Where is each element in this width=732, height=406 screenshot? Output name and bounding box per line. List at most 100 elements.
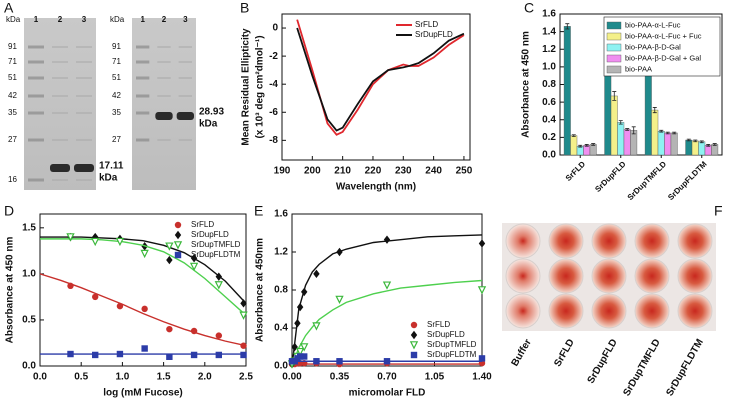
series-line [296, 19, 465, 136]
point [336, 358, 343, 365]
error-bar [699, 140, 704, 144]
faint-band [76, 112, 92, 114]
faint-band [157, 61, 171, 63]
y-axis-label: Absorbance at 450 nm [521, 31, 532, 138]
point [478, 355, 486, 362]
error-bar [565, 23, 570, 30]
point [215, 351, 223, 359]
legend-label: bio-PAA-β-D-Gal [625, 42, 681, 51]
legend-swatch [606, 43, 622, 52]
well [548, 258, 584, 294]
band-unit-label: kDa [199, 119, 218, 130]
y-tick-label: -8 [269, 135, 278, 146]
x-tick-label: 0.5 [74, 372, 88, 383]
y-tick-label: 0.5 [22, 315, 36, 326]
panel-label: F [714, 203, 723, 219]
well-panel: F Buffer SrFLD SrDupFLD SrDupTMFLD SrDupFLDT… [502, 203, 723, 398]
x-tick-label: 1.0 [115, 372, 129, 383]
x-tick-label: 0.0 [33, 372, 47, 383]
legend-swatch [410, 330, 418, 340]
point [291, 342, 298, 352]
point [478, 239, 486, 248]
point [477, 286, 487, 295]
well [677, 223, 713, 259]
point [190, 351, 198, 359]
marker-label: 91 [8, 42, 17, 51]
point [300, 343, 309, 352]
sample-label: SrDupFLDTM [664, 337, 705, 398]
bar [670, 132, 678, 156]
point [67, 350, 74, 358]
legend-swatch [409, 341, 419, 350]
lane-label: 1 [34, 15, 39, 24]
error-bar [571, 134, 576, 137]
bar [617, 122, 625, 156]
faint-band [157, 46, 171, 48]
x-tick-label: 220 [365, 166, 382, 177]
marker-label: 71 [8, 57, 17, 66]
legend-label: SrDupFLD [191, 230, 229, 239]
panel-label: D [4, 203, 14, 219]
error-bar [706, 144, 711, 147]
point [165, 242, 174, 251]
y-tick-label: 1.4 [542, 26, 556, 37]
chart: C 0.0 0.2 0.4 0.6 0.8 1.0 1.2 1.4 1.6 Absorbance a… [521, 0, 723, 202]
legend-swatch [606, 54, 622, 63]
x-tick-label: 190 [274, 166, 291, 177]
fit-curve [40, 236, 247, 304]
x-tick-label: 0.35 [330, 372, 350, 383]
faint-band [52, 112, 68, 114]
point [140, 249, 149, 259]
bar [698, 141, 706, 156]
protein-band [155, 112, 173, 120]
marker-label: 35 [112, 108, 121, 117]
bar [651, 109, 659, 156]
x-tick-label: SrFLD [564, 159, 587, 182]
x-tick-label: SrDupFLDTM [666, 159, 709, 202]
panel-label: A [4, 0, 14, 16]
error-bar [584, 144, 589, 147]
gel-unit-label: kDa [6, 15, 21, 24]
point [296, 353, 304, 360]
fit-curve [40, 238, 247, 316]
faint-band [52, 46, 68, 48]
bar [664, 132, 672, 156]
ladder-band [28, 111, 44, 115]
sample-label: SrDupTMFLD [621, 337, 662, 398]
legend-label: SrFLD [415, 20, 438, 29]
protein-band [176, 112, 194, 120]
point [116, 302, 124, 310]
error-bar [631, 126, 636, 135]
y-tick-label: 0.0 [274, 361, 288, 372]
faint-band [178, 46, 192, 48]
well [634, 258, 670, 294]
point [383, 358, 391, 365]
legend-label: SrDupFLD [427, 330, 465, 339]
plot-frame [39, 213, 247, 367]
chart: B -8 -6 -4 -2 0 190 200 210 220 230 240 250 Wavelengt… [240, 0, 473, 193]
legend-label: bio-PAA-β-D-Gal + Gal [625, 53, 701, 62]
faint-band [178, 61, 192, 63]
point [383, 235, 391, 244]
protein-band [74, 164, 94, 172]
lane-label: 2 [162, 15, 167, 24]
point [190, 327, 198, 335]
well [505, 258, 541, 294]
ladder-band [28, 60, 44, 64]
y-tick-label: 0.4 [542, 114, 556, 125]
legend-label: SrFLD [427, 320, 450, 329]
y-tick-label: -2 [269, 51, 278, 62]
faint-band [76, 46, 92, 48]
legend-label: bio-PAA-α-L-Fuc + Fuc [625, 31, 702, 40]
faint-band [157, 139, 171, 141]
faint-band [76, 61, 92, 63]
legend-box [603, 16, 721, 77]
chart: D 0.0 0.5 1.0 1.5 0.0 0.5 1.0 1.5 2.0 2.5 log (mM F… [4, 203, 253, 399]
y-tick-label: 0.0 [22, 361, 36, 372]
x-tick-label: 0.70 [377, 372, 397, 383]
legend-swatch [174, 221, 182, 229]
point [115, 237, 125, 247]
point [67, 282, 74, 290]
legend-label: SrDupFLDTM [191, 250, 241, 259]
faint-band [52, 139, 68, 141]
